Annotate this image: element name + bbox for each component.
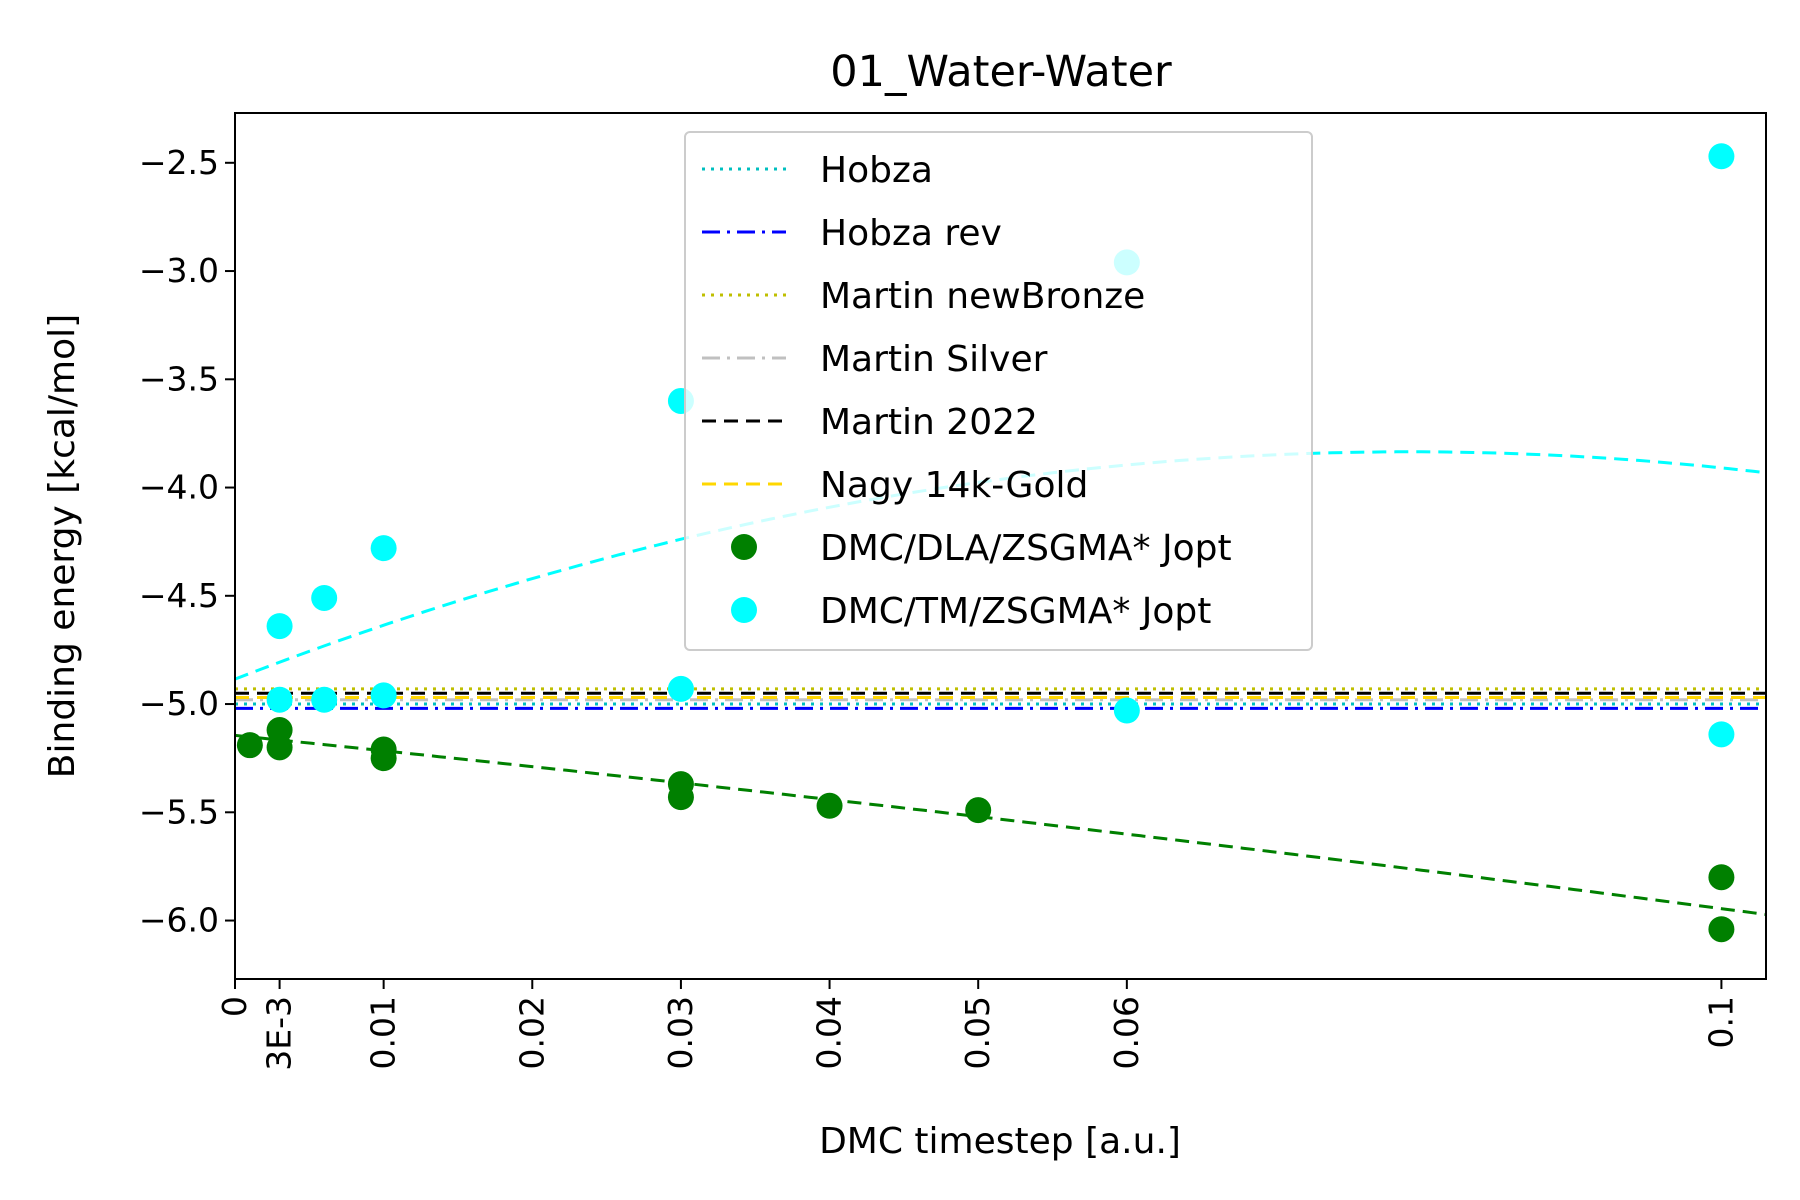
y-tick-label: −4.5 bbox=[139, 576, 219, 615]
x-tick-label: 3E-3 bbox=[260, 996, 299, 1071]
data-point bbox=[965, 797, 992, 824]
legend-label-6: DMC/DLA/ZSGMA* Jopt bbox=[820, 528, 1232, 569]
y-axis-label: Binding energy [kcal/mol] bbox=[42, 314, 83, 778]
data-point bbox=[266, 613, 293, 640]
legend-label-7: DMC/TM/ZSGMA* Jopt bbox=[820, 591, 1211, 632]
data-point bbox=[311, 584, 338, 611]
data-point bbox=[1708, 864, 1735, 891]
data-point bbox=[1708, 721, 1735, 748]
data-point bbox=[1113, 697, 1140, 724]
y-axis: −2.5 −3.0 −3.5 −4.0 −4.5 −5.0 −5.5 −6.0 bbox=[139, 143, 235, 940]
x-tick-label: 0.04 bbox=[810, 996, 849, 1069]
data-point bbox=[667, 675, 694, 702]
y-tick-label: −3.5 bbox=[139, 359, 219, 398]
x-tick-label: 0.05 bbox=[958, 996, 997, 1069]
x-tick-label: 0.01 bbox=[364, 996, 403, 1069]
x-axis-label: DMC timestep [a.u.] bbox=[819, 1121, 1181, 1162]
x-tick-label: 0 bbox=[215, 996, 254, 1017]
legend-label-0: Hobza bbox=[820, 150, 933, 191]
fit-line-0 bbox=[235, 733, 1766, 916]
legend-swatch-7 bbox=[731, 597, 757, 623]
y-tick-label: −5.5 bbox=[139, 792, 219, 831]
legend-swatch-6 bbox=[731, 534, 757, 560]
legend-label-5: Nagy 14k-Gold bbox=[820, 465, 1088, 506]
y-tick-label: −6.0 bbox=[139, 901, 219, 940]
x-tick-label: 0.1 bbox=[1701, 996, 1740, 1048]
x-tick-label: 0.06 bbox=[1107, 996, 1146, 1069]
chart-title: 01_Water-Water bbox=[830, 47, 1172, 97]
data-point bbox=[370, 682, 397, 709]
data-point bbox=[266, 686, 293, 713]
data-point bbox=[1708, 916, 1735, 943]
plot-frame bbox=[234, 112, 1767, 980]
legend-label-2: Martin newBronze bbox=[820, 276, 1145, 317]
data-point bbox=[370, 535, 397, 562]
legend-box bbox=[684, 131, 1313, 651]
legend-label-3: Martin Silver bbox=[820, 339, 1048, 380]
y-tick-label: −4.0 bbox=[139, 468, 219, 507]
data-point bbox=[667, 784, 694, 811]
x-axis: 0 3E-3 0.01 0.02 0.03 0.04 0.05 0.06 0.1 bbox=[215, 979, 1740, 1071]
y-tick-label: −3.0 bbox=[139, 251, 219, 290]
x-tick-label: 0.03 bbox=[661, 996, 700, 1069]
x-tick-label: 0.02 bbox=[512, 996, 551, 1069]
data-point bbox=[266, 734, 293, 761]
plot-area bbox=[235, 143, 1766, 943]
data-point bbox=[370, 745, 397, 772]
y-tick-label: −5.0 bbox=[139, 684, 219, 723]
legend: Hobza Hobza rev Martin newBronze Martin Sil… bbox=[684, 131, 1313, 651]
data-point bbox=[816, 792, 843, 819]
y-tick-label: −2.5 bbox=[139, 143, 219, 182]
data-point bbox=[236, 732, 263, 759]
legend-label-1: Hobza rev bbox=[820, 213, 1002, 254]
data-point bbox=[1708, 143, 1735, 170]
data-point bbox=[311, 686, 338, 713]
legend-label-4: Martin 2022 bbox=[820, 402, 1038, 443]
